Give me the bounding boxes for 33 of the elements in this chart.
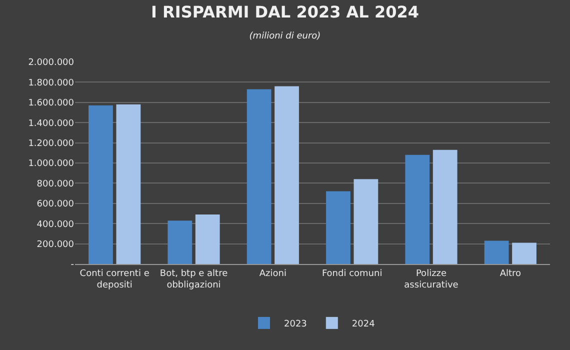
chart-title: I RISPARMI DAL 2023 AL 2024 <box>151 2 419 22</box>
bar <box>326 191 350 264</box>
bar <box>274 86 299 264</box>
x-tick-label: Altro <box>500 268 522 279</box>
y-tick-label: 600.000 <box>36 200 74 210</box>
x-tick-label: Fondi comuni <box>322 268 382 279</box>
bar <box>484 240 509 264</box>
y-tick-label: 1.800.000 <box>28 78 74 88</box>
y-tick-label: 400.000 <box>36 220 74 230</box>
legend-label: 2023 <box>284 319 307 330</box>
y-tick-label: 800.000 <box>36 179 74 190</box>
y-tick-label: 200.000 <box>36 240 74 250</box>
bar <box>246 89 272 264</box>
bar <box>168 220 192 264</box>
bar <box>432 150 458 264</box>
x-tick-label: Azioni <box>259 268 286 279</box>
bar <box>88 105 113 264</box>
x-tick-label: Conti correnti e depositi <box>80 268 150 290</box>
chart-subtitle: (milioni di euro) <box>249 31 321 42</box>
y-tick-label: 1.400.000 <box>28 118 74 129</box>
bar <box>354 179 378 264</box>
bar <box>195 214 220 264</box>
bar <box>512 242 536 264</box>
x-tick-label: Bot, btp e altre obbligazioni <box>160 268 228 290</box>
y-tick-label: - <box>70 260 74 270</box>
y-tick-label: 1.200.000 <box>28 138 74 149</box>
bar <box>116 104 141 264</box>
x-tick-label: Polizze assicurative <box>404 268 459 290</box>
legend-label: 2024 <box>352 319 376 330</box>
y-tick-label: 1.000.000 <box>28 159 74 170</box>
y-tick-label: 2.000.000 <box>28 58 74 68</box>
y-tick-label: 1.600.000 <box>28 98 74 109</box>
bar <box>405 154 430 264</box>
